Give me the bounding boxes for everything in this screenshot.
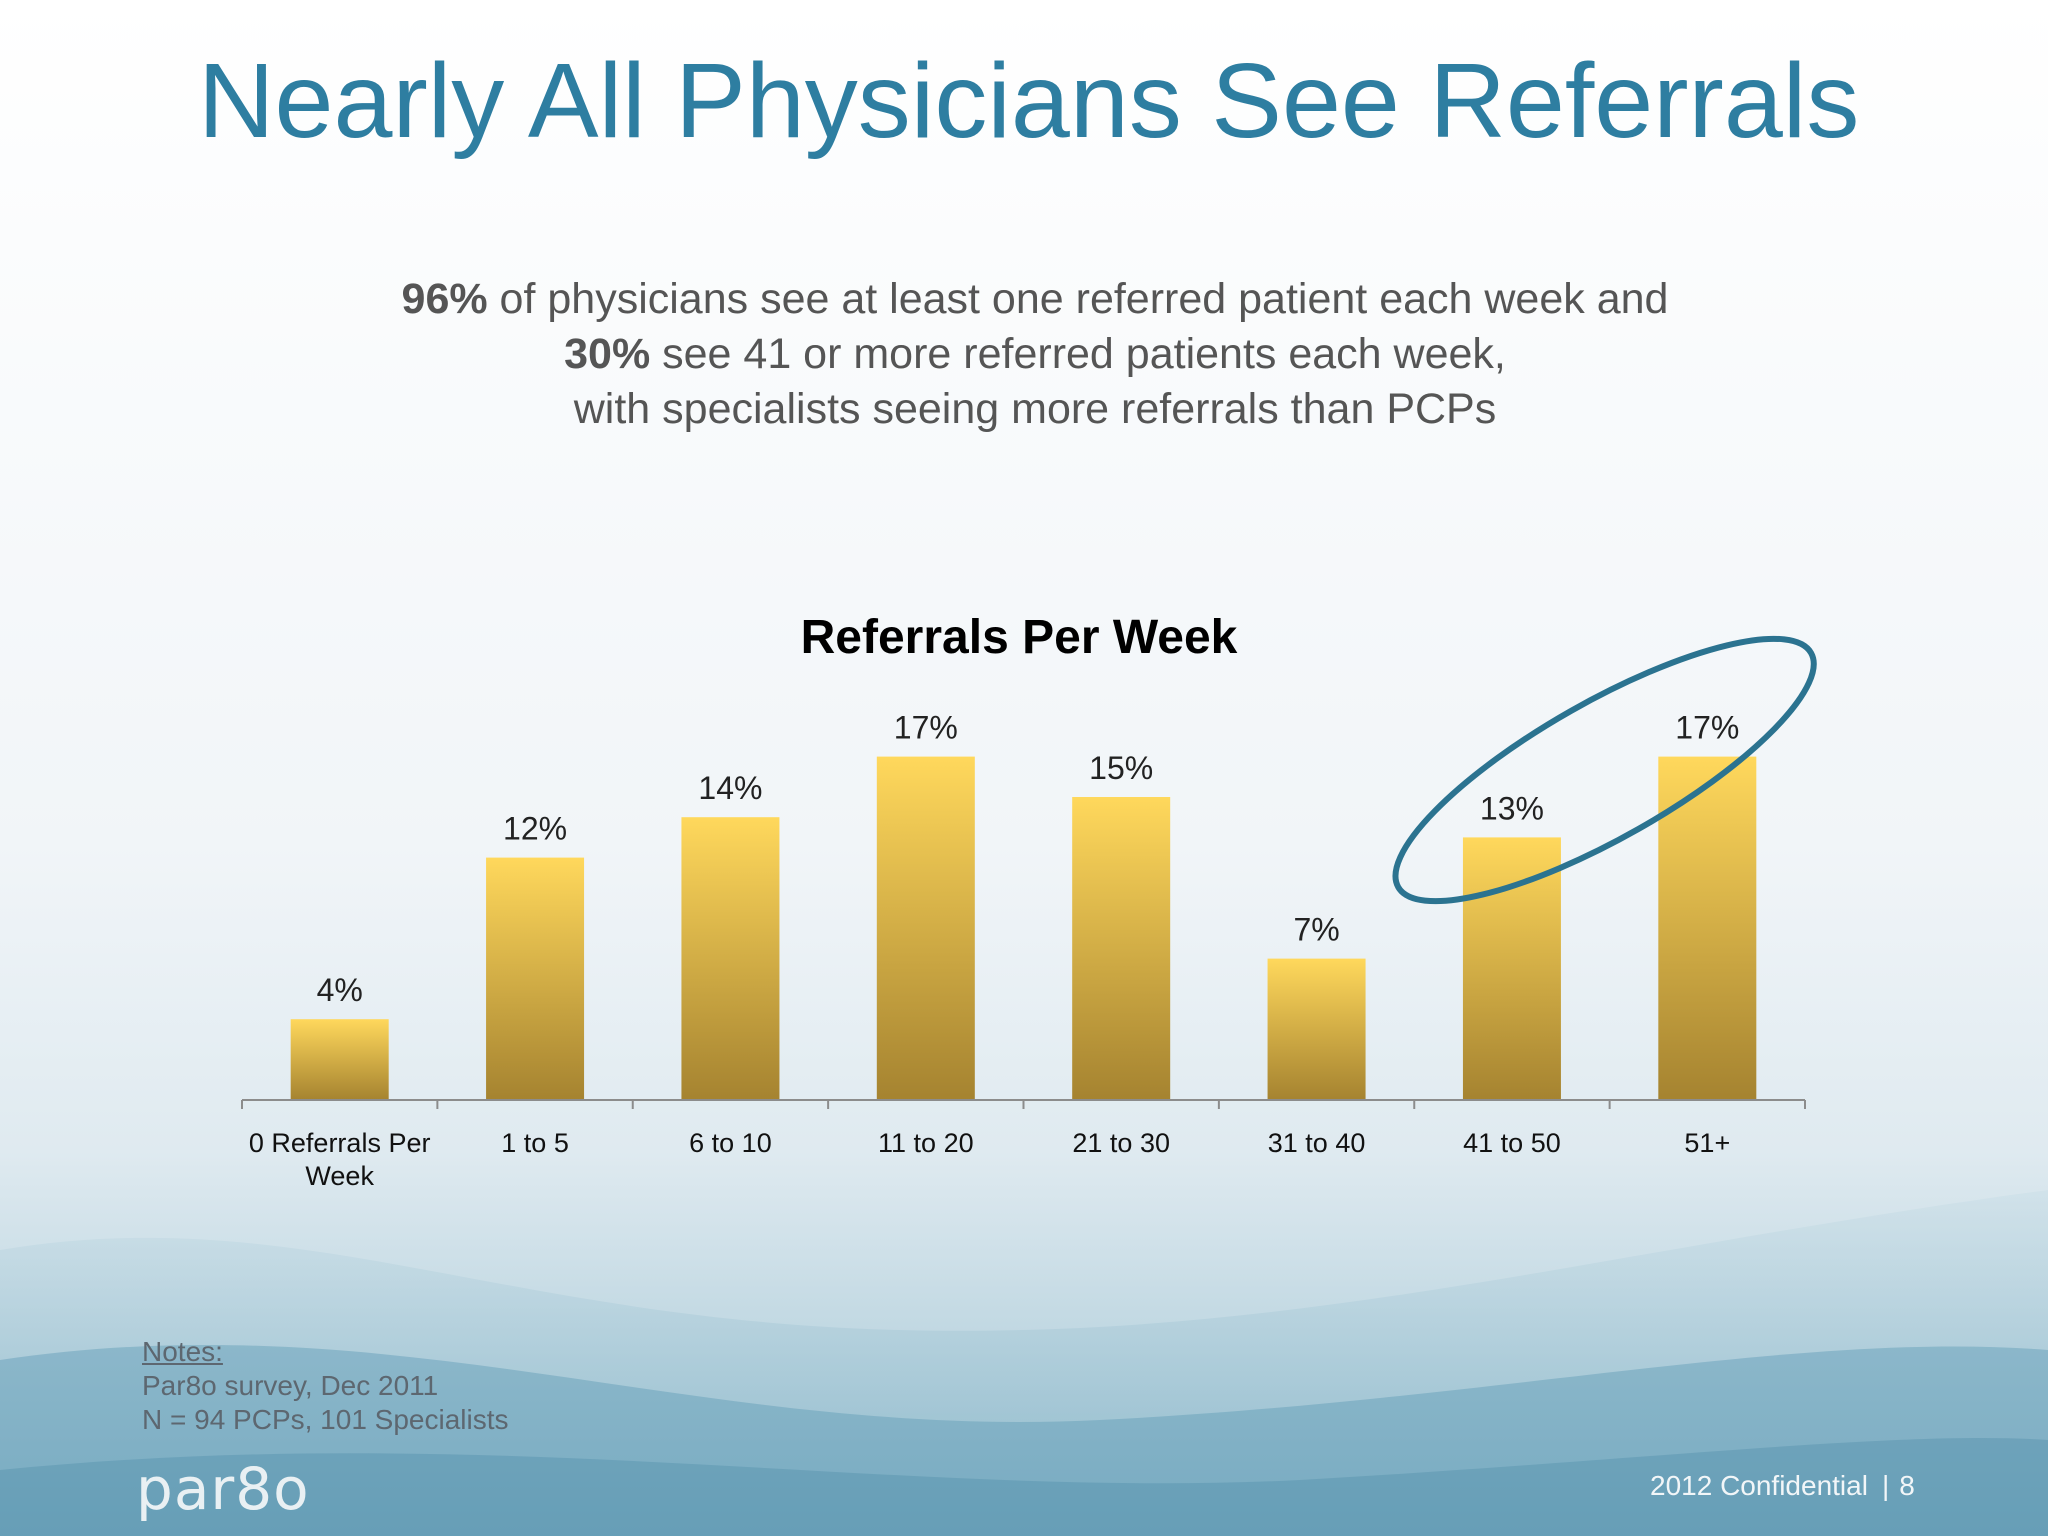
x-tick-label: 1 to 5 [501, 1128, 569, 1158]
x-tick-label: 0 Referrals Per Week [249, 1128, 431, 1191]
data-label: 4% [317, 972, 363, 1008]
bar [876, 756, 975, 1100]
slide-title: Nearly All Physicians See Referrals [198, 42, 1860, 160]
data-label: 13% [1480, 790, 1544, 826]
bar [486, 857, 585, 1100]
bar [1462, 837, 1561, 1100]
x-tick-label: 41 to 50 [1463, 1128, 1561, 1158]
x-tick-label: 11 to 20 [878, 1128, 974, 1158]
subtitle-line-3: with specialists seeing more referrals t… [573, 385, 1497, 433]
data-label: 17% [1675, 710, 1739, 746]
data-label: 17% [894, 710, 958, 746]
par8o-logo: par8o [136, 1455, 310, 1523]
subtitle-line-1: 96% of physicians see at least one refer… [260, 272, 1810, 327]
data-label: 14% [698, 770, 762, 806]
subtitle-text-2: see 41 or more referred patients each we… [650, 330, 1506, 378]
notes-sample: N = 94 PCPs, 101 Specialists [142, 1404, 509, 1435]
data-label: 7% [1293, 912, 1339, 948]
notes: Notes: Par8o survey, Dec 2011 N = 94 PCP… [142, 1335, 509, 1437]
subtitle-line-2: 30% see 41 or more referred patients eac… [260, 327, 1810, 382]
footer: 2012 Confidential | 8 [1650, 1470, 1915, 1502]
subtitle-stat-30: 30% [564, 330, 651, 378]
notes-source: Par8o survey, Dec 2011 [142, 1370, 439, 1401]
footer-confidential: 2012 Confidential [1650, 1470, 1868, 1501]
subtitle-text-1: of physicians see at least one referred … [487, 275, 1669, 323]
notes-heading: Notes: [142, 1336, 223, 1367]
x-tick-label: 31 to 40 [1268, 1128, 1366, 1158]
subtitle-stat-96: 96% [401, 275, 488, 323]
chart-title: Referrals Per Week [801, 611, 1238, 664]
x-tick-label: 6 to 10 [689, 1128, 772, 1158]
data-label: 12% [503, 811, 567, 847]
bar [290, 1019, 389, 1100]
x-tick-label: 21 to 30 [1072, 1128, 1170, 1158]
bar [1072, 797, 1171, 1100]
page-number: 8 [1899, 1470, 1915, 1501]
bar [681, 817, 780, 1100]
footer-separator: | [1881, 1470, 1890, 1501]
bar [1658, 756, 1757, 1100]
highlight-ring [1392, 635, 1817, 905]
x-tick-label: 51+ [1684, 1128, 1730, 1158]
data-label: 15% [1089, 750, 1153, 786]
bar [1267, 958, 1366, 1100]
subtitle: 96% of physicians see at least one refer… [260, 272, 1810, 437]
